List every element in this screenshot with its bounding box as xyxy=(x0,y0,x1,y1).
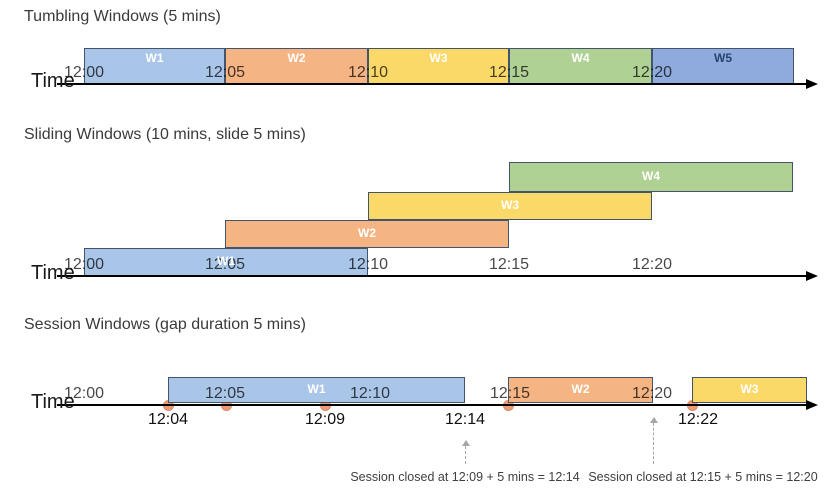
tick-label: 12:10 xyxy=(347,64,389,81)
session-close-caption: Session closed at 12:15 + 5 mins = 12:20 xyxy=(588,470,818,484)
window-label-w1: W1 xyxy=(307,382,326,396)
tick-label: 12:05 xyxy=(204,256,246,273)
window-box-w1 xyxy=(168,377,465,403)
session-time-axis xyxy=(57,404,808,406)
window-box-w2 xyxy=(225,48,368,84)
tick-label: 12:15 xyxy=(488,256,530,273)
window-label-w3: W3 xyxy=(429,51,448,65)
window-label-w2: W2 xyxy=(287,51,306,65)
window-label-w4: W4 xyxy=(571,51,590,65)
close-annotation-arrow-icon xyxy=(462,440,470,446)
tick-label: 12:05 xyxy=(204,64,246,81)
window-label-w1: W1 xyxy=(217,254,235,268)
window-label-w2: W2 xyxy=(571,382,590,396)
window-box-w5 xyxy=(652,48,794,84)
window-label-w3: W3 xyxy=(740,382,759,396)
tumbling-diagram-title: Tumbling Windows (5 mins) xyxy=(24,8,221,25)
window-box-w3 xyxy=(692,377,807,403)
session-close-caption: Session closed at 12:09 + 5 mins = 12:14 xyxy=(350,470,580,484)
window-label-w1: W1 xyxy=(145,51,164,65)
event-time-label: 12:22 xyxy=(677,411,719,428)
event-time-label: 12:14 xyxy=(444,411,486,428)
session-axis-arrowhead-icon xyxy=(806,400,818,410)
tumbling-axis-arrowhead-icon xyxy=(806,79,818,89)
event-time-label: 12:04 xyxy=(147,411,189,428)
window-box-w3 xyxy=(368,192,652,220)
sliding-axis-arrowhead-icon xyxy=(806,271,818,281)
event-time-label: 12:09 xyxy=(304,411,346,428)
session-time-axis-label: Time xyxy=(31,391,75,413)
tick-label: 12:20 xyxy=(631,256,673,273)
tick-label: 12:20 xyxy=(631,64,673,81)
tick-label: 12:15 xyxy=(489,385,531,402)
window-label-w2: W2 xyxy=(358,226,376,240)
tick-label: 12:15 xyxy=(488,64,530,81)
window-box-w4 xyxy=(509,162,793,192)
tick-label: 12:00 xyxy=(63,256,105,273)
sliding-diagram-title: Sliding Windows (10 mins, slide 5 mins) xyxy=(24,126,306,143)
close-annotation-arrow-icon xyxy=(650,417,658,423)
close-annotation-arrow-line xyxy=(465,446,466,464)
window-box-w2 xyxy=(225,220,509,248)
window-label-w4: W4 xyxy=(642,169,660,183)
tumbling-time-axis xyxy=(57,83,808,85)
tick-label: 12:00 xyxy=(63,64,105,81)
tick-label: 12:10 xyxy=(347,256,389,273)
tick-label: 12:10 xyxy=(349,385,391,402)
tick-label: 12:00 xyxy=(63,385,105,402)
session-diagram-title: Session Windows (gap duration 5 mins) xyxy=(24,316,306,333)
tumbling-time-axis-label: Time xyxy=(31,70,75,92)
tick-label: 12:05 xyxy=(204,385,246,402)
sliding-time-axis-label: Time xyxy=(31,262,75,284)
sliding-time-axis xyxy=(57,275,808,277)
window-box-w4 xyxy=(509,48,652,84)
close-annotation-arrow-line xyxy=(653,423,654,464)
tick-label: 12:20 xyxy=(631,385,673,402)
window-box-w2 xyxy=(508,377,653,403)
window-label-w5: W5 xyxy=(714,51,732,65)
window-label-w3: W3 xyxy=(501,198,519,212)
window-box-w1 xyxy=(84,248,368,276)
